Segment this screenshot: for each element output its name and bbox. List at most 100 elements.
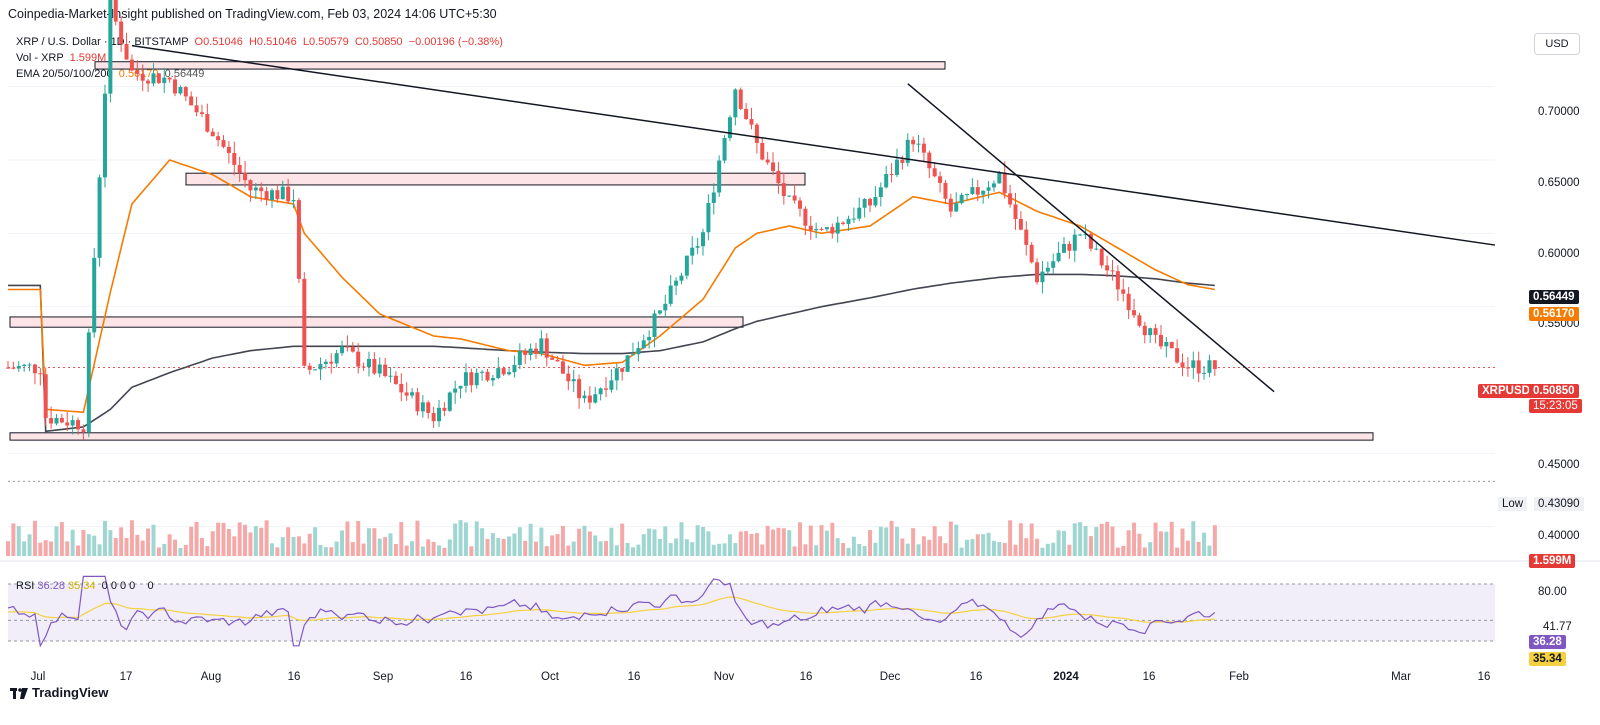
candle-body (420, 402, 425, 412)
candle-body (178, 87, 183, 94)
volume-bar (1088, 536, 1093, 556)
candle-body (1051, 261, 1056, 268)
trendlines[interactable] (131, 44, 1496, 393)
volume-bar (437, 545, 442, 556)
volume-bar (1002, 543, 1007, 556)
candle-body (1083, 234, 1088, 236)
candle-body (458, 385, 463, 389)
candle-body (1142, 325, 1147, 336)
candle-body (544, 338, 549, 358)
candle-body (905, 139, 910, 163)
candle-body (1212, 360, 1217, 369)
volume-bar (280, 537, 285, 556)
volume-bar (59, 522, 64, 556)
candle-body (997, 172, 1002, 184)
volume-bar (846, 547, 851, 556)
rsi-legend-value: 36.28 (37, 580, 65, 592)
candle-body (216, 136, 221, 141)
volume-bar (1202, 532, 1207, 556)
volume-bar (6, 541, 10, 556)
volume-bar (404, 545, 409, 556)
time-axis-label: 17 (119, 671, 133, 683)
candle-body (668, 285, 673, 304)
volume-bar (463, 522, 468, 556)
volume-bar (140, 540, 145, 556)
volume-bar (259, 527, 264, 556)
volume-bar (668, 543, 673, 556)
volume-bar (749, 533, 754, 556)
candle-body (1126, 293, 1131, 311)
volume-bar (307, 533, 312, 556)
volume-bar (356, 520, 361, 556)
volume-bar (1110, 526, 1115, 556)
candle-body (555, 359, 560, 362)
candle-body (900, 159, 905, 163)
volume-bar (377, 538, 382, 556)
tradingview-logo-icon (10, 687, 28, 699)
volume-bar (97, 544, 102, 556)
rsi-zero2: 0 (147, 580, 154, 592)
candle-body (32, 364, 37, 374)
candle-body (108, 0, 113, 94)
volume-bar (954, 524, 959, 556)
candle-body (701, 232, 706, 247)
volume-bar (1035, 538, 1040, 556)
volume-bar (647, 528, 652, 556)
time-axis-label: 16 (1477, 671, 1491, 683)
candle-body (932, 168, 937, 177)
ema-200-line (8, 273, 1215, 433)
volume-bar (22, 541, 27, 556)
candle-body (474, 372, 479, 386)
countdown-tag: 15:23:05 (1529, 399, 1582, 413)
candle-body (1169, 342, 1174, 349)
volume-bar (65, 541, 70, 556)
price-axis-label: 0.65000 (1538, 177, 1580, 189)
candle-body (356, 351, 361, 367)
candlesticks (6, 0, 1217, 440)
candle-body (350, 347, 355, 352)
candle-body (744, 108, 749, 120)
legend-symbol[interactable]: XRP / U.S. Dollar (16, 36, 101, 48)
candle-body (727, 117, 732, 139)
candle-body (808, 225, 813, 231)
volume-bar (797, 522, 802, 556)
volume-bar (329, 547, 334, 556)
price-axis-label: 0.60000 (1538, 248, 1580, 260)
rsi-label[interactable]: RSI (16, 580, 35, 592)
candle-body (1158, 334, 1163, 347)
volume-bar (474, 521, 479, 556)
volume-bar (393, 544, 398, 556)
candle-body (307, 365, 312, 370)
volume-bar (146, 528, 151, 556)
candle-body (496, 368, 501, 379)
volume-bar (124, 537, 129, 556)
tradingview-logo[interactable]: TradingView (10, 685, 108, 700)
candle-body (404, 392, 409, 396)
volume-bar (814, 545, 819, 556)
volume-bar (868, 530, 873, 556)
candle-body (410, 392, 415, 396)
volume-bar (614, 545, 619, 556)
candle-body (512, 364, 517, 373)
volume-bar (372, 528, 377, 556)
price-axis-label: 0.45000 (1538, 459, 1580, 471)
rsi-ma-tag: 35.34 (1529, 652, 1566, 666)
legend-vol-label[interactable]: Vol - XRP (16, 52, 64, 64)
volume-bar (1051, 542, 1056, 556)
candle-body (399, 383, 404, 393)
volume-bar (232, 536, 237, 556)
candle-body (943, 182, 948, 199)
volume-bar (808, 525, 813, 556)
currency-button[interactable]: USD (1534, 33, 1580, 55)
volume-bar (717, 543, 722, 556)
legend-open: O0.51046 (194, 36, 243, 48)
candle-body (560, 361, 565, 374)
candle-body (1072, 234, 1077, 251)
legend-ema-label[interactable]: EMA 20/50/100/200 (16, 68, 113, 80)
candle-body (781, 183, 786, 197)
candle-body (146, 80, 151, 84)
volume-bar (313, 527, 318, 556)
candle-body (11, 367, 16, 369)
candle-body (415, 392, 420, 412)
